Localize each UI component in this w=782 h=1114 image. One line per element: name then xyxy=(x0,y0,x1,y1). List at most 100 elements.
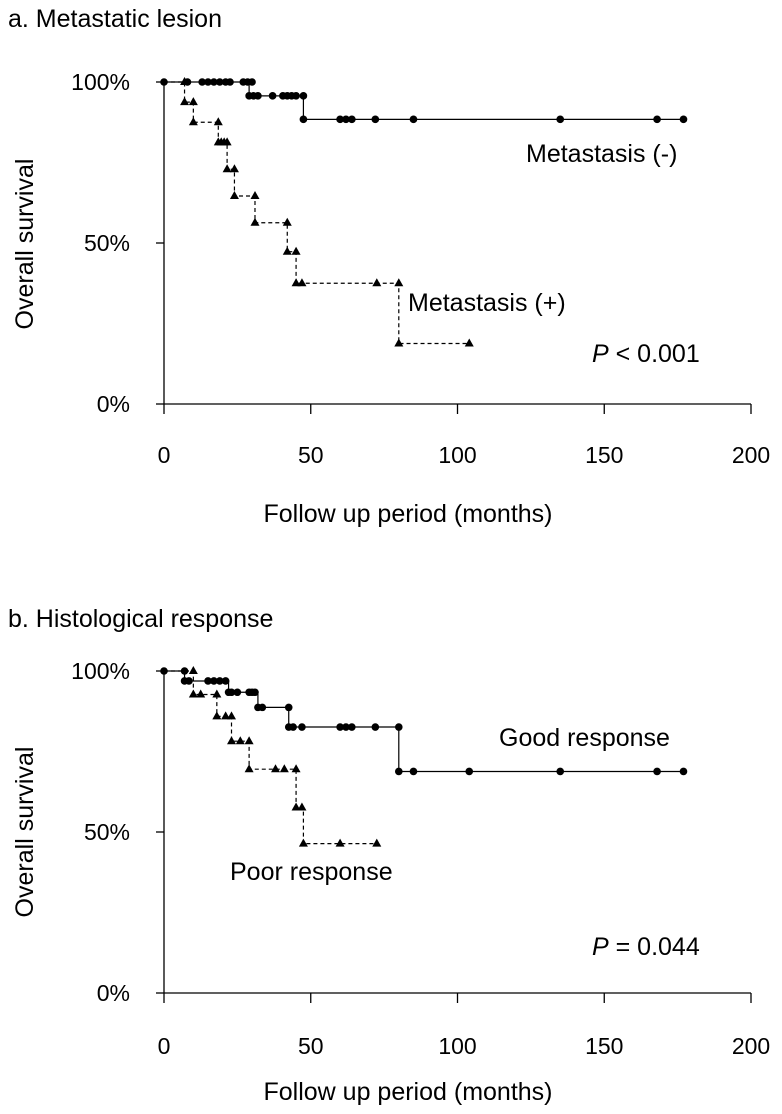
censor-marker-circle xyxy=(679,767,688,776)
censor-marker-triangle xyxy=(229,164,239,173)
censor-marker-circle xyxy=(226,78,234,86)
censor-marker-circle xyxy=(342,115,350,124)
censor-marker-circle xyxy=(215,78,224,86)
panel-a-xtick: 0 xyxy=(158,442,171,468)
censor-marker-triangle xyxy=(297,278,307,287)
censor-marker-circle xyxy=(227,688,236,697)
panel-a-xtick: 100 xyxy=(438,442,476,468)
panel-a-ytick-50: 50% xyxy=(84,230,130,256)
censor-marker-circle xyxy=(371,723,380,731)
censor-marker-circle xyxy=(556,115,565,124)
censor-marker-circle xyxy=(409,115,418,124)
censor-marker-circle xyxy=(465,767,474,776)
panel-a-xtick: 150 xyxy=(585,442,623,468)
panel-a-xtick: 50 xyxy=(298,442,324,468)
p-symbol: P xyxy=(592,340,609,368)
censor-marker-triangle xyxy=(282,246,292,255)
censor-marker-circle xyxy=(348,723,356,731)
panel-b-xtick: 100 xyxy=(438,1033,476,1059)
survival-curve xyxy=(164,81,684,120)
censor-marker-circle xyxy=(180,667,189,675)
panel-b-x-axis-title: Follow up period (months) xyxy=(263,1078,552,1106)
censor-marker-circle xyxy=(348,115,356,124)
panel-a-x-tick-labels: 0 50 100 150 200 xyxy=(158,442,771,468)
censor-marker-triangle xyxy=(212,689,222,698)
censor-marker-triangle xyxy=(244,736,254,745)
censor-marker-triangle xyxy=(180,77,190,85)
censor-marker-circle xyxy=(653,115,661,124)
censor-marker-triangle xyxy=(335,838,345,847)
series-metastasis xyxy=(160,78,688,124)
panel-a-y-axis-title: Overall survival xyxy=(11,159,39,330)
censor-marker-circle xyxy=(251,688,259,697)
panel-b-ytick-0: 0% xyxy=(97,980,130,1006)
censor-marker-triangle xyxy=(213,117,223,126)
censor-marker-triangle xyxy=(394,278,404,287)
censor-marker-circle xyxy=(233,688,242,697)
censor-marker-circle xyxy=(299,115,308,124)
panel-b: b. Histological response Overall surviva… xyxy=(8,605,770,1106)
censor-marker-triangle xyxy=(229,190,239,199)
censor-marker-triangle xyxy=(244,764,254,773)
panel-b-xtick: 50 xyxy=(298,1033,324,1059)
censor-marker-circle xyxy=(284,703,293,712)
legend-label-metastasis-positive: Metastasis (+) xyxy=(408,289,566,317)
legend-label-good-response: Good response xyxy=(499,724,670,752)
censor-marker-triangle xyxy=(372,838,382,847)
panel-a-xtick: 200 xyxy=(732,442,770,468)
censor-marker-circle xyxy=(556,767,565,776)
censor-marker-triangle xyxy=(394,338,404,347)
censor-marker-triangle xyxy=(372,278,382,287)
panel-a-ytick-0: 0% xyxy=(97,391,130,417)
p-value-text: = 0.044 xyxy=(609,933,700,961)
censor-marker-circle xyxy=(210,677,218,685)
panel-a-ytick-100: 100% xyxy=(71,69,130,95)
censor-marker-triangle xyxy=(188,689,198,698)
series-metastasis xyxy=(164,77,474,347)
panel-a: a. Metastatic lesion Overall survival Fo… xyxy=(8,5,770,528)
censor-marker-triangle xyxy=(212,711,222,720)
series-poor-response xyxy=(164,666,382,847)
censor-marker-circle xyxy=(258,703,267,712)
legend-label-poor-response: Poor response xyxy=(230,858,393,886)
censor-marker-triangle xyxy=(222,137,232,146)
censor-marker-triangle xyxy=(298,838,308,847)
censor-marker-circle xyxy=(299,92,308,100)
censor-marker-circle xyxy=(254,92,262,100)
survival-curve xyxy=(164,81,470,345)
censor-marker-circle xyxy=(653,767,661,776)
panel-a-title: a. Metastatic lesion xyxy=(8,5,222,33)
censor-marker-circle xyxy=(210,78,218,86)
censor-marker-circle xyxy=(185,677,193,685)
panel-b-p-value: P = 0.044 xyxy=(592,933,700,961)
panel-b-xtick: 200 xyxy=(732,1033,770,1059)
panel-b-title: b. Histological response xyxy=(8,605,273,633)
censor-marker-circle xyxy=(204,78,212,86)
censor-marker-triangle xyxy=(271,764,281,773)
panel-a-x-axis-title: Follow up period (months) xyxy=(263,500,552,528)
p-value-text: < 0.001 xyxy=(609,340,700,368)
censor-marker-triangle xyxy=(188,117,198,126)
censor-marker-triangle xyxy=(227,711,237,720)
censor-marker-triangle xyxy=(250,217,260,226)
panel-b-xtick: 0 xyxy=(158,1033,171,1059)
panel-b-xtick: 150 xyxy=(585,1033,623,1059)
censor-marker-triangle xyxy=(464,338,474,347)
series-good-response xyxy=(160,667,688,776)
censor-marker-triangle xyxy=(297,802,307,811)
censor-marker-circle xyxy=(336,723,344,731)
censor-marker-circle xyxy=(248,78,256,86)
censor-marker-circle xyxy=(342,723,350,731)
censor-marker-circle xyxy=(395,767,403,776)
censor-marker-triangle xyxy=(291,246,301,255)
censor-marker-triangle xyxy=(250,190,260,199)
censor-marker-triangle xyxy=(291,278,301,287)
censor-marker-triangle xyxy=(188,97,198,106)
panel-b-ytick-100: 100% xyxy=(71,658,130,684)
censor-marker-triangle xyxy=(291,764,301,773)
censor-marker-circle xyxy=(371,115,380,124)
censor-marker-triangle xyxy=(180,97,190,106)
censor-marker-circle xyxy=(221,677,230,685)
censor-marker-circle xyxy=(215,677,224,685)
